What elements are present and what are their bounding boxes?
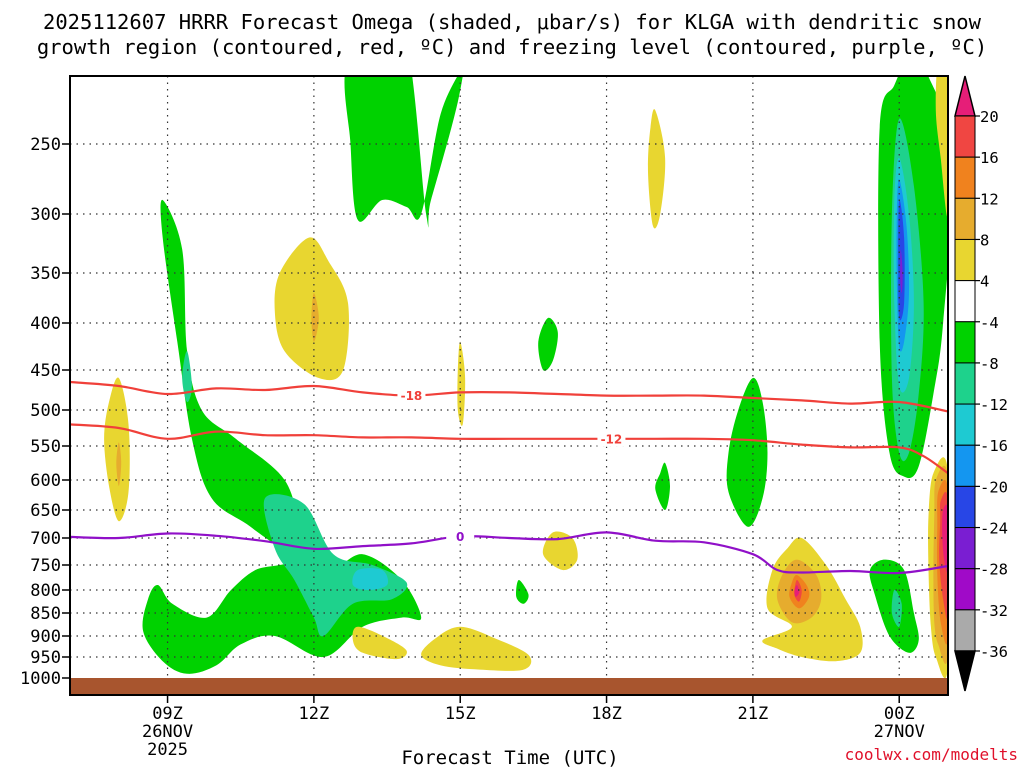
x-tick-sublabel-2025: 2025 (147, 740, 188, 760)
contour-freezing-0-label: 0 (456, 530, 464, 544)
y-tick-label-900: 900 (30, 627, 61, 647)
omega-region-edge-pink (942, 504, 948, 573)
omega-colorbar: 20 16 12 8 4 -4 -8 -12 -16 -20 -24 -28 -32 -36 (954, 75, 1008, 692)
contour-dgz-minus-12-label: -12 (601, 432, 623, 446)
y-tick-label-600: 600 (30, 471, 61, 491)
colorbar-label--8: -8 (980, 355, 999, 373)
y-tick-label-400: 400 (30, 314, 61, 334)
colorbar-bin-12 (954, 568, 976, 611)
x-tick-sublabel-27NOV: 27NOV (874, 722, 925, 742)
chart-title-line1: 2025112607 HRRR Forecast Omega (shaded, … (43, 10, 982, 34)
colorbar-label-4: 4 (980, 273, 989, 291)
x-tick-label-12Z: 12Z (299, 704, 330, 724)
omega-region-21z-green (726, 377, 768, 527)
colorbar-bin-1 (954, 115, 976, 158)
y-tick-label-850: 850 (30, 604, 61, 624)
y-tick-label-550: 550 (30, 437, 61, 457)
colorbar-bin-4 (954, 238, 976, 282)
omega-region-main-teal (263, 494, 408, 637)
y-tick-label-950: 950 (30, 648, 61, 668)
omega-region-22z-pink (794, 584, 800, 597)
colorbar-label-16: 16 (980, 149, 999, 167)
contour-dgz-minus-12-label-bg (597, 430, 626, 447)
colorbar-label--32: -32 (980, 602, 1008, 620)
y-tick-label-700: 700 (30, 529, 61, 549)
x-tick-sublabel-26NOV: 26NOV (142, 722, 193, 742)
colorbar-label--20: -20 (980, 478, 1008, 496)
colorbar-label--24: -24 (980, 520, 1008, 538)
y-tick-label-1000: 1000 (20, 669, 61, 689)
y-tick-label-750: 750 (30, 556, 61, 576)
plot-frame (69, 75, 949, 696)
omega-region-right-purple (900, 249, 903, 294)
contour-dgz-minus-18-label-bg (397, 387, 426, 404)
y-tick-label-800: 800 (30, 581, 61, 601)
contour-dgz-minus-18 (70, 380, 948, 413)
x-axis-label: Forecast Time (UTC) (401, 747, 618, 768)
chart-title-line2: growth region (contoured, red, ºC) and f… (37, 35, 987, 59)
omega-region-left-yellow (104, 377, 130, 522)
y-tick-label-650: 650 (30, 501, 61, 521)
colorbar-bin-top (954, 75, 976, 117)
ground-surface (70, 678, 948, 695)
y-tick-label-300: 300 (30, 205, 61, 225)
colorbar-bin-2 (954, 156, 976, 199)
omega-region-edge-yellow-top (935, 76, 948, 217)
contour-freezing-0 (70, 531, 948, 575)
omega-region-blob-b-green (655, 462, 670, 511)
omega-shading (104, 76, 948, 678)
colorbar-bin-6 (954, 321, 976, 364)
omega-region-15z-yellow (457, 341, 466, 426)
colorbar-bin-5 (954, 280, 976, 323)
contour-freezing-0-label-bg (446, 528, 475, 545)
colorbar-bin-bottom (954, 650, 976, 692)
credit-link[interactable]: coolwx.com/modelts (845, 745, 1018, 764)
omega-region-17z-yellow (542, 531, 578, 571)
y-tick-label-350: 350 (30, 264, 61, 284)
colorbar-bin-3 (954, 197, 976, 240)
pressure-axis: 250 300 350 400 450 500 550 600 650 700 750 800 850 9… (20, 135, 70, 689)
colorbar-bin-11 (954, 527, 976, 570)
colorbar-bin-13 (954, 609, 976, 652)
colorbar-bin-9 (954, 444, 976, 487)
x-tick-label-21Z: 21Z (738, 704, 769, 724)
colorbar-bin-7 (954, 362, 976, 405)
omega-region-lower-right-teal (891, 589, 902, 627)
colorbar-bin-10 (954, 485, 976, 529)
colorbar-label-12: 12 (980, 190, 999, 208)
y-tick-label-250: 250 (30, 135, 61, 155)
omega-region-main-green (142, 199, 422, 674)
x-tick-label-15Z: 15Z (445, 704, 476, 724)
y-tick-label-500: 500 (30, 401, 61, 421)
colorbar-label-8: 8 (980, 231, 989, 249)
x-tick-label-09Z: 09Z (152, 704, 183, 724)
colorbar-label--12: -12 (980, 396, 1008, 414)
omega-region-upper-teal (182, 351, 192, 403)
contour-dgz-minus-18-label: -18 (401, 389, 423, 403)
colorbar-label--28: -28 (980, 561, 1008, 579)
contour-dgz-minus-12 (70, 423, 948, 475)
omega-region-lower-yellow-a (352, 626, 407, 660)
y-tick-label-450: 450 (30, 361, 61, 381)
colorbar-bin-8 (954, 403, 976, 446)
colorbar-label--4: -4 (980, 314, 999, 332)
omega-region-12z-gold (311, 293, 319, 342)
omega-region-left-gold (116, 442, 122, 486)
omega-region-main-cyan (352, 568, 389, 590)
omega-region-blob-a-green (538, 317, 558, 371)
omega-region-blob-c-green (516, 579, 529, 604)
colorbar-label--36: -36 (980, 643, 1008, 661)
omega-region-upper-green (344, 76, 463, 228)
temperature-contours: -18 -12 0 (70, 380, 948, 575)
x-tick-label-18Z: 18Z (591, 704, 622, 724)
colorbar-label--16: -16 (980, 437, 1008, 455)
x-tick-label-00Z: 00Z (884, 704, 915, 724)
omega-region-upper-yellow (647, 109, 666, 229)
colorbar-label-20: 20 (980, 108, 999, 126)
omega-region-lower-yellow-b (421, 626, 532, 671)
